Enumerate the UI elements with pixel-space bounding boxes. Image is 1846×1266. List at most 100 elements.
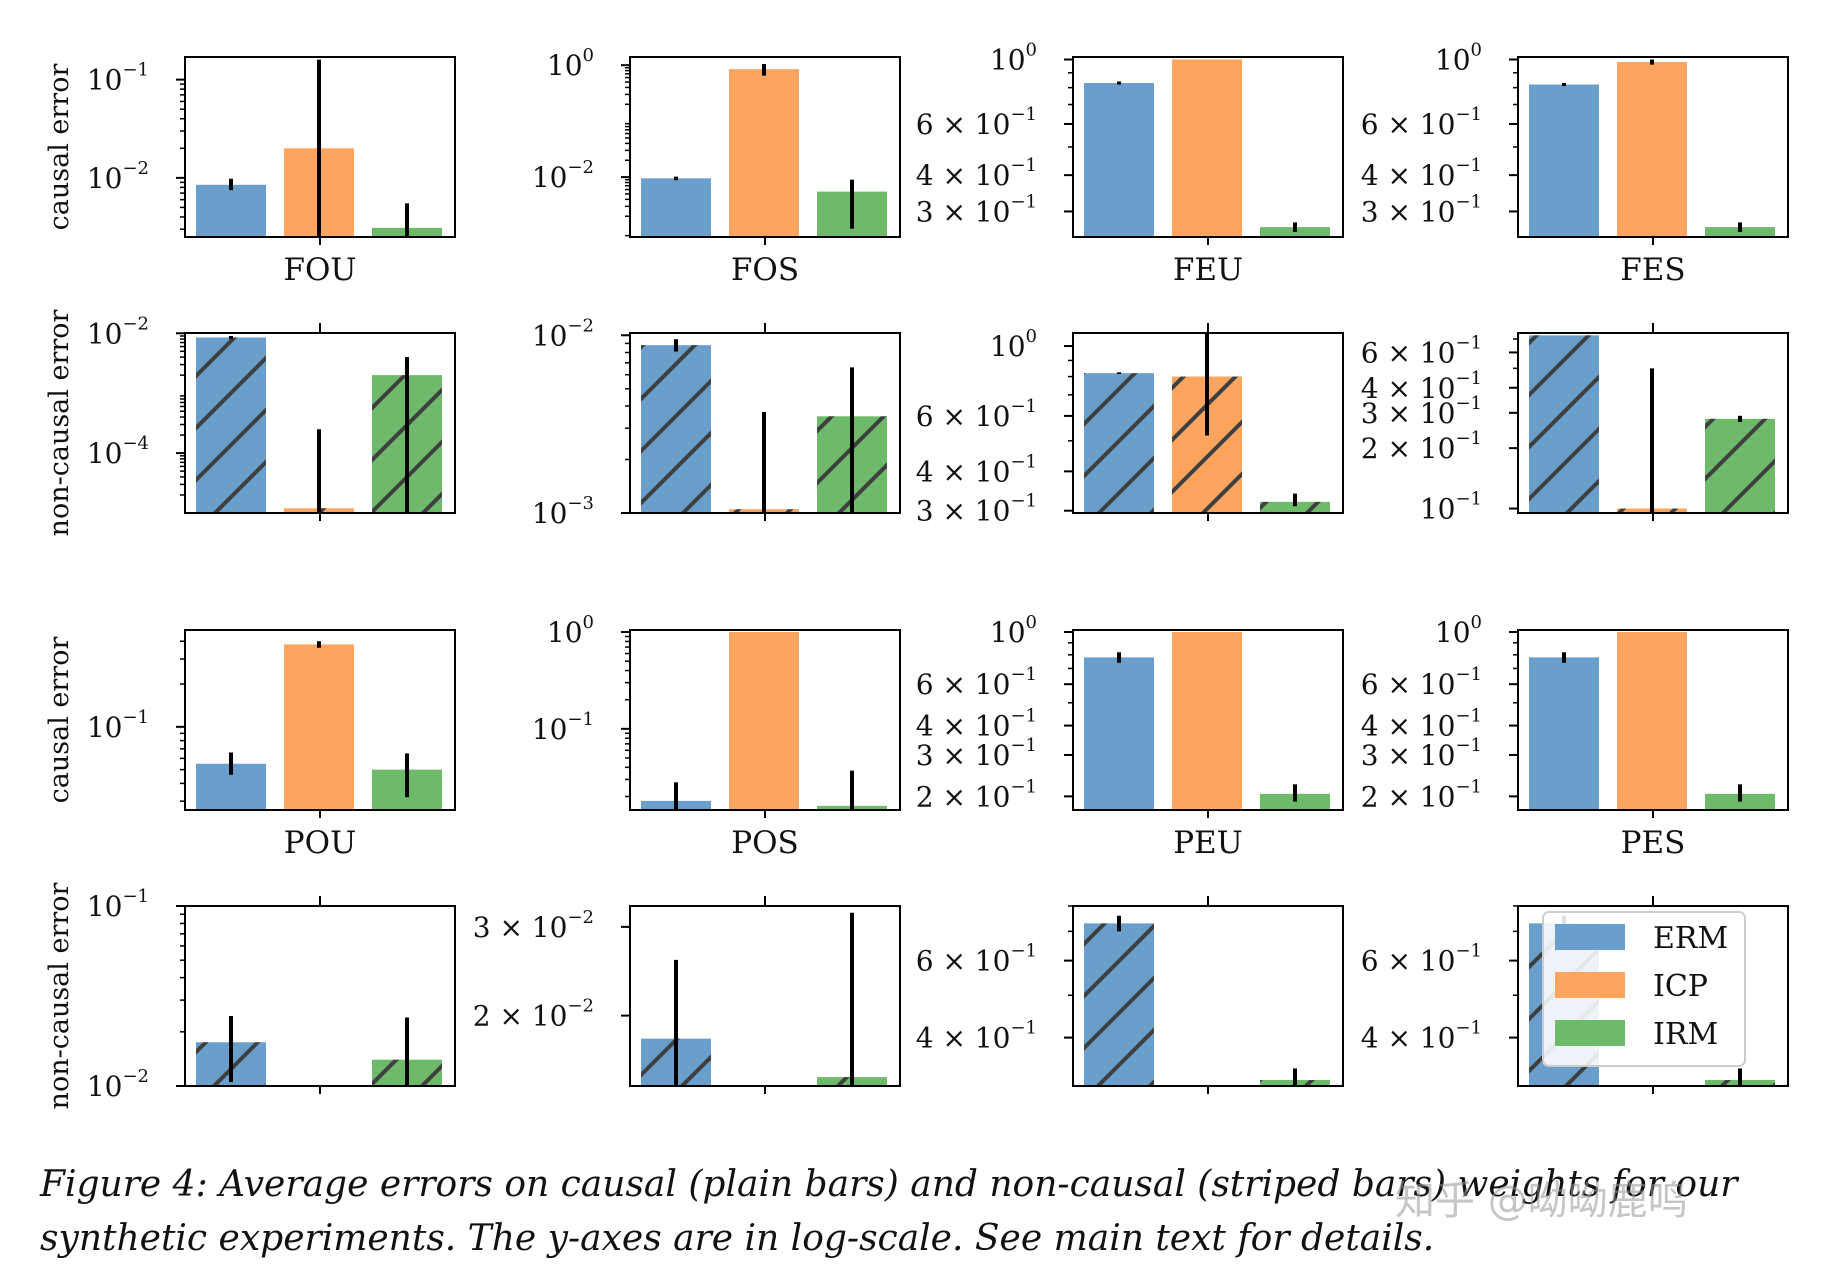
panel-fes-non-causal: 6 × 10−14 × 10−13 × 10−12 × 10−1 10−1	[1361, 323, 1789, 526]
bar-erm	[1529, 657, 1599, 810]
panel-feu-non-causal: 100 6 × 10−1 4 × 10−13 × 10−1	[916, 323, 1344, 528]
tick-label: 4 × 10−1	[1361, 368, 1482, 405]
tick-label: 100	[990, 326, 1037, 363]
bar-hatch-irm	[1705, 418, 1775, 513]
x-axis-label: FES	[1620, 252, 1685, 288]
tick-label: 10−2	[87, 1066, 149, 1103]
bar-icp	[1617, 632, 1687, 810]
legend-swatch-icp	[1555, 972, 1625, 998]
legend-swatch-irm	[1555, 1020, 1625, 1046]
tick-label: 6 × 10−1	[916, 104, 1037, 141]
tick-label: 4 × 10−1	[916, 451, 1037, 488]
tick-label: 10−1	[532, 709, 594, 746]
legend-label-erm: ERM	[1653, 921, 1728, 956]
tick-label: 10−4	[87, 433, 149, 470]
tick-label: 10−1	[87, 707, 149, 744]
legend-label-icp: ICP	[1653, 969, 1708, 1004]
bar-hatch-irm	[1260, 501, 1330, 513]
panel-fes-causal: 100 6 × 10−1 4 × 10−13 × 10−1 FES	[1361, 39, 1789, 288]
panel-peu-non-causal: 6 × 10−1 4 × 10−1	[916, 896, 1344, 1094]
row-label: causal error	[44, 637, 75, 804]
tick-label: 6 × 10−1	[916, 664, 1037, 701]
panel-pos-non-causal: 3 × 10−2 2 × 10−2	[473, 896, 901, 1094]
tick-label: 10−1	[87, 886, 149, 923]
tick-label: 10−1	[87, 60, 149, 97]
bar-erm	[1084, 83, 1154, 237]
bar-irm	[1260, 793, 1330, 810]
tick-label: 3 × 10−1	[916, 491, 1037, 528]
tick-label: 4 × 10−1	[916, 706, 1037, 743]
panel-fos-non-causal: 10−2 10−3	[532, 315, 901, 530]
tick-label: 100	[547, 612, 594, 649]
bar-icp	[729, 632, 799, 810]
bar-icp	[1172, 59, 1242, 238]
caption-text: Average errors on causal (plain bars) an…	[40, 1164, 1738, 1259]
tick-label: 4 × 10−1	[916, 1018, 1037, 1055]
bar-hatch-erm	[196, 337, 266, 513]
watermark: 知乎 @呦呦鹿鸣	[1395, 1178, 1688, 1224]
bar-hatch-erm	[641, 345, 711, 513]
figure-caption: Figure 4: Average errors on causal (plai…	[40, 1158, 1820, 1266]
bar-icp	[729, 69, 799, 238]
tick-label: 3 × 10−1	[916, 191, 1037, 228]
bar-icp	[1172, 632, 1242, 810]
tick-label: 3 × 10−2	[473, 907, 594, 944]
panel-fos-causal: 100 10−2 FOS	[532, 45, 901, 288]
tick-label: 100	[990, 39, 1037, 76]
x-axis-label: POU	[284, 825, 356, 861]
bar-irm	[1260, 227, 1330, 237]
panel-peu-causal: 100 6 × 10−1 4 × 10−13 × 10−1 2 × 10−1 PEU	[916, 612, 1344, 861]
tick-label: 10−3	[532, 493, 594, 530]
row-label: non-causal error	[44, 882, 75, 1109]
tick-label: 10−2	[532, 157, 594, 194]
bar-hatch-erm	[1529, 335, 1599, 513]
bar-erm	[1529, 84, 1599, 237]
panel-pes-causal: 100 6 × 10−1 4 × 10−13 × 10−1 2 × 10−1 PES	[1361, 612, 1789, 861]
bar-hatch-erm	[1084, 923, 1154, 1086]
bar-icp	[1617, 62, 1687, 237]
tick-label: 6 × 10−1	[1361, 104, 1482, 141]
x-axis-label: FEU	[1173, 252, 1243, 288]
tick-label: 6 × 10−1	[1361, 332, 1482, 369]
tick-label: 2 × 10−1	[916, 776, 1037, 813]
bar-irm	[1705, 227, 1775, 237]
legend-label-irm: IRM	[1653, 1017, 1718, 1052]
x-axis-label: FOU	[283, 252, 356, 288]
tick-label: 100	[1435, 39, 1482, 76]
bar-icp	[284, 644, 354, 810]
x-axis-label: PES	[1621, 825, 1686, 861]
tick-label: 4 × 10−1	[1361, 1018, 1482, 1055]
panel-feu-causal: 100 6 × 10−1 4 × 10−13 × 10−1 FEU	[916, 39, 1344, 288]
row-label: causal error	[44, 64, 75, 231]
x-axis-label: FOS	[731, 252, 799, 288]
panel-pou-causal: 10−1 POU	[87, 629, 456, 861]
tick-label: 6 × 10−1	[1361, 664, 1482, 701]
legend-swatch-erm	[1555, 924, 1625, 950]
tick-label: 100	[990, 612, 1037, 649]
tick-label: 10−2	[87, 158, 149, 195]
bar-erm	[1084, 657, 1154, 810]
tick-label: 4 × 10−1	[916, 155, 1037, 192]
tick-label: 2 × 10−1	[1361, 428, 1482, 465]
tick-label: 6 × 10−1	[916, 941, 1037, 978]
tick-label: 3 × 10−1	[1361, 191, 1482, 228]
x-axis-label: PEU	[1173, 825, 1243, 861]
bar-hatch-erm	[1084, 373, 1154, 513]
bar-erm	[196, 184, 266, 237]
tick-label: 10−2	[87, 313, 149, 350]
x-axis-label: POS	[731, 825, 799, 861]
tick-label: 2 × 10−1	[1361, 776, 1482, 813]
panel-pou-non-causal: 10−1 10−2	[87, 886, 456, 1103]
panel-fou-non-causal: 10−2 10−4	[87, 313, 456, 521]
caption-label: Figure 4:	[40, 1164, 208, 1205]
bar-erm	[641, 178, 711, 237]
tick-label: 3 × 10−1	[1361, 735, 1482, 772]
tick-label: 4 × 10−1	[1361, 155, 1482, 192]
tick-label: 6 × 10−1	[916, 396, 1037, 433]
bar-irm	[1705, 793, 1775, 810]
tick-label: 100	[547, 45, 594, 82]
tick-label: 4 × 10−1	[1361, 706, 1482, 743]
tick-label: 3 × 10−1	[1361, 393, 1482, 430]
legend: ERM ICP IRM	[1542, 911, 1746, 1067]
